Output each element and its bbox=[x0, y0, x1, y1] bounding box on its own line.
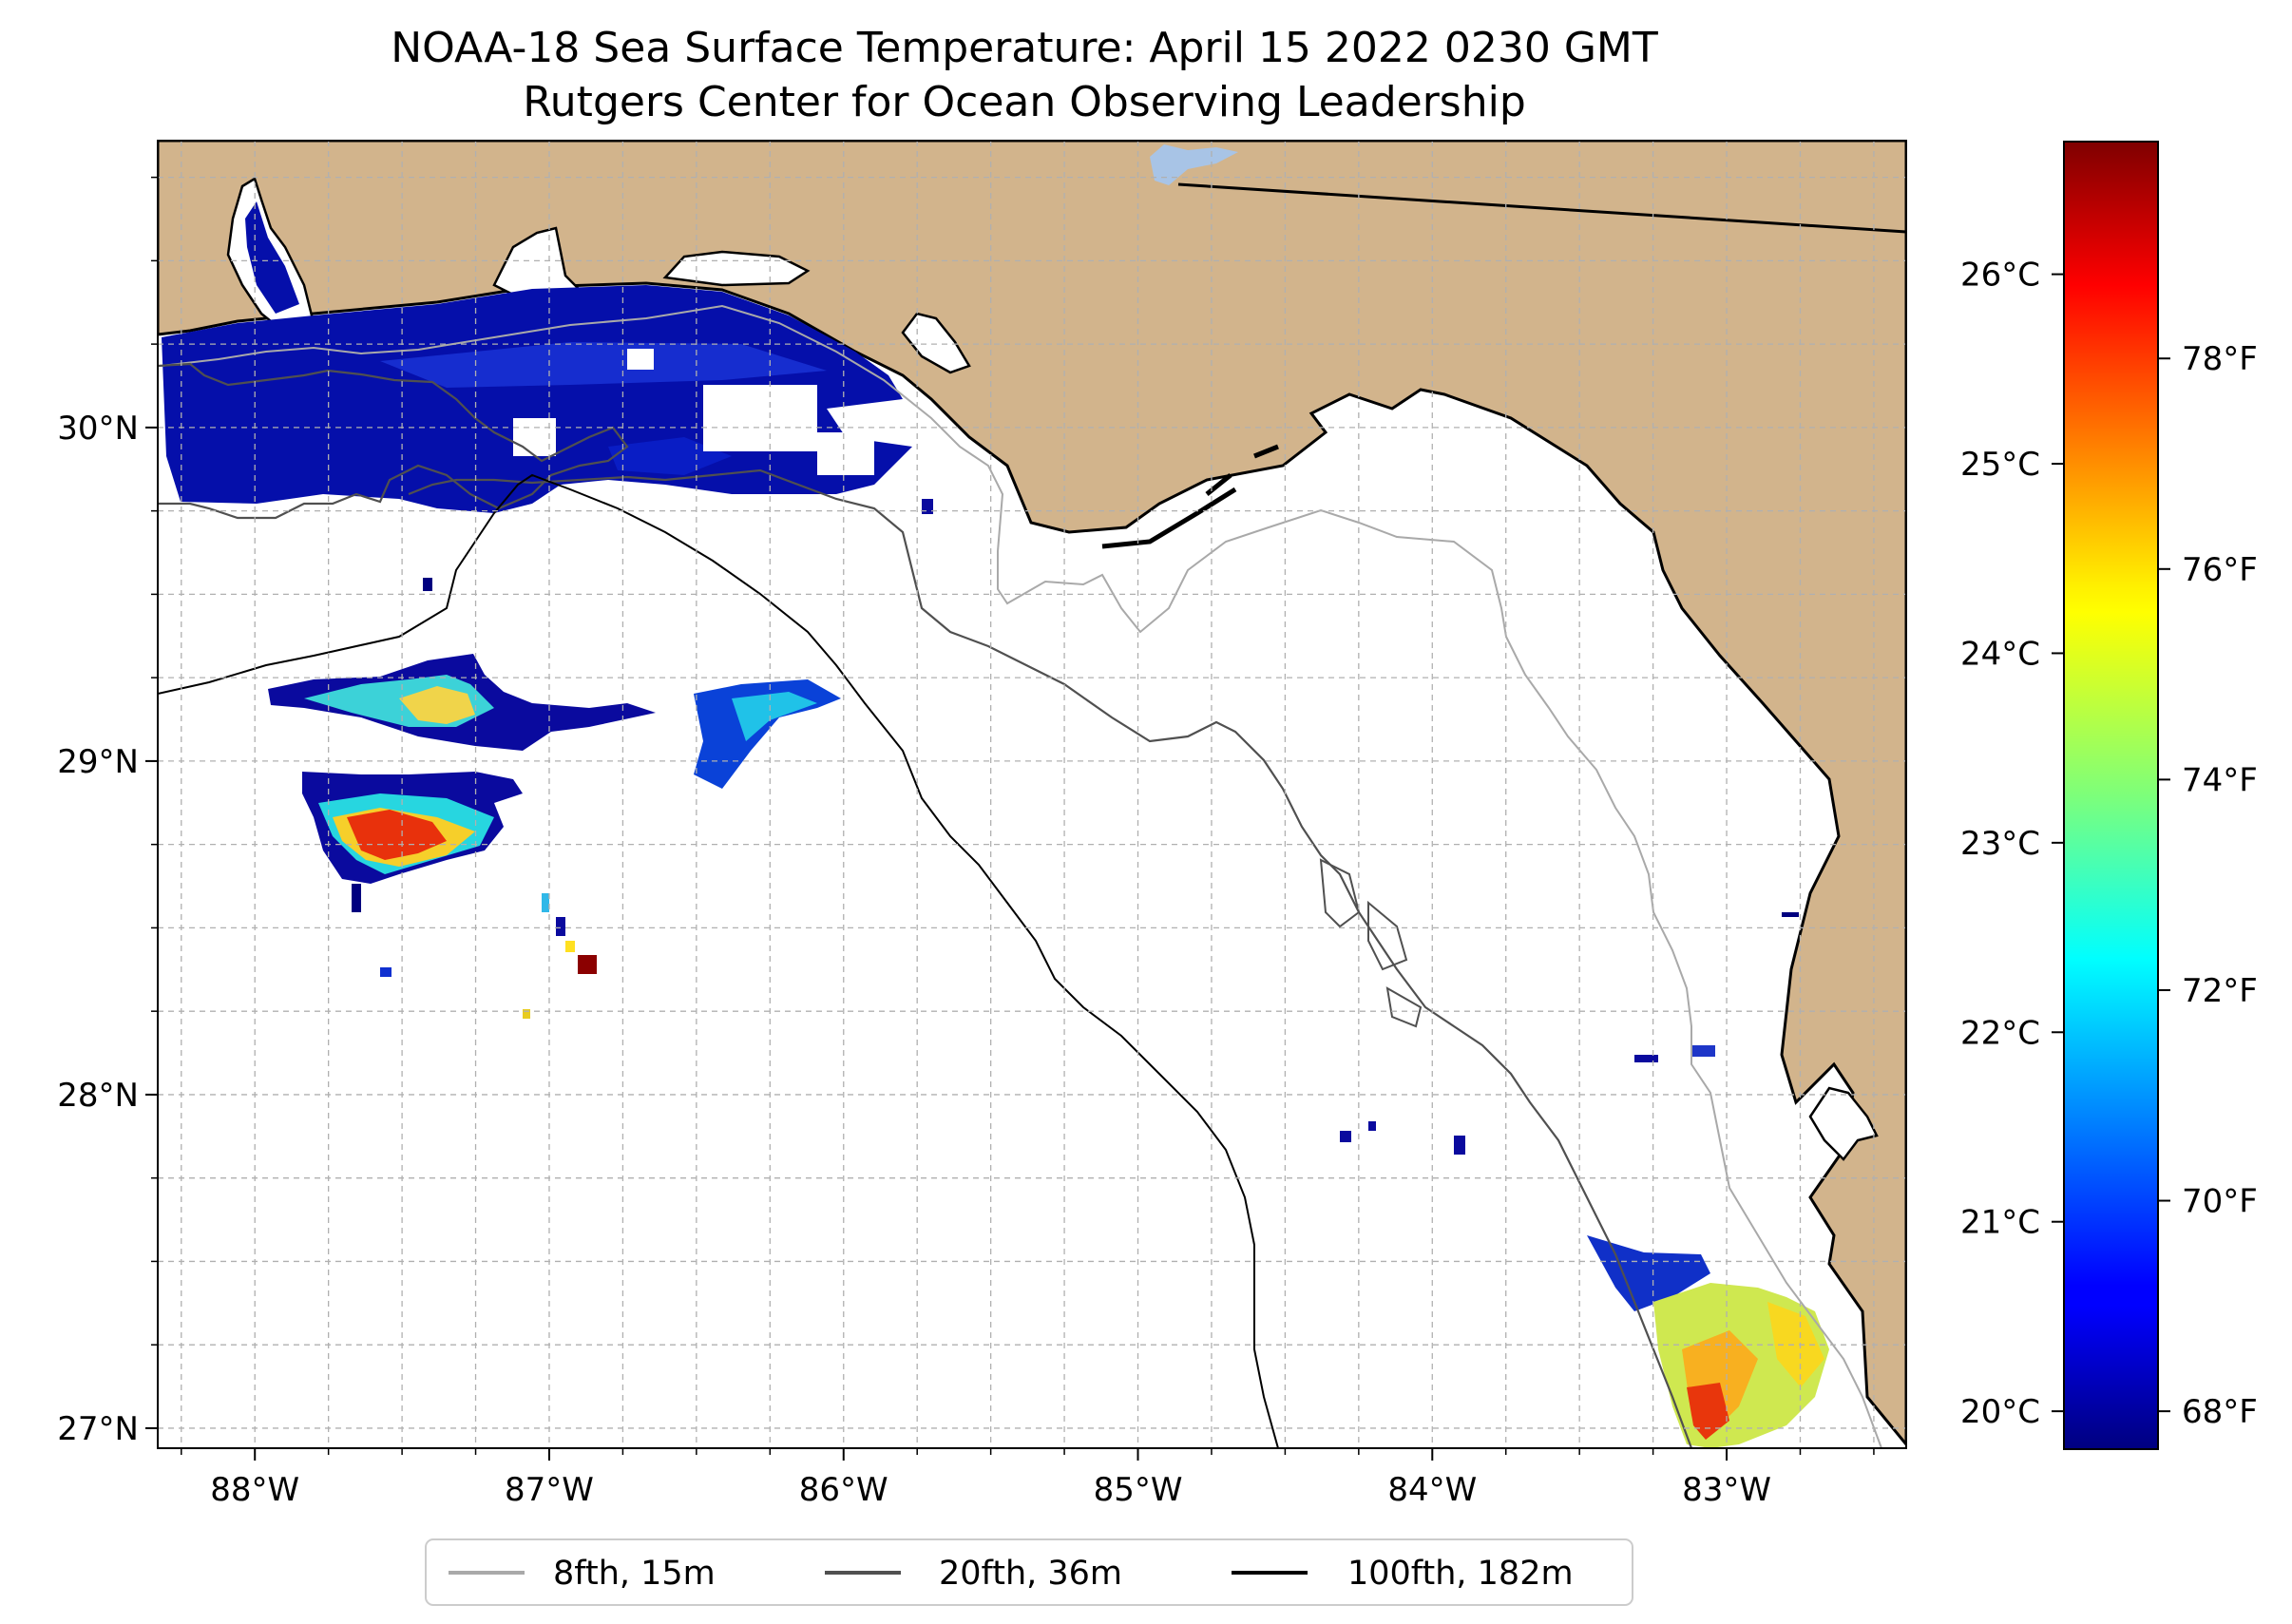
sst-band-highlight-2 bbox=[608, 437, 732, 475]
sst-speck bbox=[1340, 1131, 1351, 1142]
cloud-gap bbox=[627, 349, 654, 370]
lon-tick-label: 83°W bbox=[1682, 1471, 1771, 1509]
isobath-100fth bbox=[158, 473, 1279, 1448]
choctawhatchee-bay bbox=[662, 250, 811, 287]
sst-speck bbox=[352, 884, 361, 912]
sst-upper-bay bbox=[245, 201, 299, 314]
sst-patch-upper-east-core bbox=[732, 692, 817, 741]
legend-box bbox=[425, 1538, 1633, 1606]
sst-patch-lower-hot bbox=[347, 810, 447, 860]
sst-speck bbox=[1782, 912, 1799, 917]
legend-label-8fth: 8fth, 15m bbox=[553, 1555, 716, 1593]
lon-tick-label: 84°W bbox=[1387, 1471, 1477, 1509]
st-andrew-bay bbox=[901, 312, 971, 374]
title-line-1: NOAA-18 Sea Surface Temperature: April 1… bbox=[391, 24, 1658, 72]
colorbar: 20°C 21°C 22°C 23°C 24°C 25°C 26°C 68°F 70°F 72°… bbox=[1960, 141, 2258, 1450]
cloud-gap bbox=[703, 385, 817, 451]
legend-item-20fth: 20fth, 36m bbox=[825, 1555, 1122, 1593]
colorbar-fahrenheit-label: 70°F bbox=[2182, 1183, 2258, 1221]
sst-speck bbox=[380, 967, 392, 977]
sst-speck bbox=[556, 917, 565, 936]
sst-data-layer bbox=[162, 201, 1829, 1448]
legend-label-100fth: 100fth, 182m bbox=[1347, 1555, 1574, 1593]
tampa-bay bbox=[1808, 1086, 1879, 1161]
barrier-islands bbox=[1101, 444, 1279, 549]
legend: 8fth, 15m 20fth, 36m 100fth, 182m bbox=[425, 1538, 1633, 1606]
colorbar-fahrenheit-label: 76°F bbox=[2182, 551, 2258, 589]
sst-speck bbox=[1368, 1121, 1376, 1131]
colorbar-fahrenheit-label: 68°F bbox=[2182, 1393, 2258, 1431]
sst-speck bbox=[1634, 1055, 1658, 1062]
isobath-8fth bbox=[161, 304, 1882, 1448]
sst-speck bbox=[523, 1009, 530, 1019]
colorbar-celsius-ticks: 20°C 21°C 22°C 23°C 24°C 25°C 26°C bbox=[1960, 257, 2064, 1431]
state-boundary bbox=[1177, 182, 1906, 234]
lat-tick-label: 27°N bbox=[57, 1410, 139, 1448]
sst-patch-southeast-hot bbox=[1687, 1383, 1729, 1440]
lon-tick-label: 86°W bbox=[799, 1471, 888, 1509]
colorbar-gradient bbox=[2064, 142, 2158, 1449]
sst-speck bbox=[565, 941, 575, 952]
isobath-20fth bbox=[158, 362, 1693, 1448]
colorbar-fahrenheit-label: 74°F bbox=[2182, 761, 2258, 799]
colorbar-celsius-label: 21°C bbox=[1960, 1204, 2040, 1242]
lat-tick-label: 29°N bbox=[57, 743, 139, 781]
sst-band-highlight-1 bbox=[380, 342, 827, 388]
colorbar-celsius-label: 25°C bbox=[1960, 446, 2040, 484]
lake bbox=[1150, 144, 1238, 185]
lon-tick-label: 85°W bbox=[1094, 1471, 1183, 1509]
colorbar-fahrenheit-label: 78°F bbox=[2182, 340, 2258, 378]
colorbar-frame bbox=[2063, 141, 2159, 1450]
isobaths bbox=[158, 304, 1882, 1448]
sst-speck bbox=[542, 893, 549, 912]
isobath-20fth-islands bbox=[1319, 858, 1423, 1028]
sst-speck bbox=[423, 578, 432, 591]
lon-tick-label: 87°W bbox=[505, 1471, 594, 1509]
map-frame bbox=[157, 140, 1907, 1449]
colorbar-celsius-label: 26°C bbox=[1960, 257, 2040, 295]
latitude-axis: 30°N 29°N 28°N 27°N bbox=[57, 176, 158, 1448]
colorbar-celsius-label: 23°C bbox=[1960, 825, 2040, 863]
colorbar-fahrenheit-ticks: 68°F 70°F 72°F 74°F 76°F 78°F bbox=[2158, 340, 2258, 1431]
lat-tick-label: 28°N bbox=[57, 1077, 139, 1115]
sst-patch-southeast-blue bbox=[1587, 1235, 1710, 1311]
legend-item-100fth: 100fth, 182m bbox=[1232, 1555, 1574, 1593]
sst-patch-upper-hot bbox=[399, 686, 475, 724]
colorbar-fahrenheit-label: 72°F bbox=[2182, 972, 2258, 1010]
cloud-gap bbox=[817, 432, 874, 475]
legend-label-20fth: 20fth, 36m bbox=[939, 1555, 1122, 1593]
longitude-axis: 88°W 87°W 86°W 85°W 84°W 83°W bbox=[181, 1448, 1875, 1509]
colorbar-celsius-label: 20°C bbox=[1960, 1393, 2040, 1431]
lon-tick-label: 88°W bbox=[210, 1471, 299, 1509]
colorbar-celsius-label: 22°C bbox=[1960, 1014, 2040, 1052]
sst-patch-southeast-east bbox=[1767, 1302, 1824, 1387]
colorbar-celsius-label: 24°C bbox=[1960, 635, 2040, 673]
sst-speck bbox=[578, 955, 597, 974]
gridlines bbox=[158, 141, 1906, 1448]
lat-tick-label: 30°N bbox=[57, 410, 139, 448]
title-line-2: Rutgers Center for Ocean Observing Leade… bbox=[523, 78, 1526, 126]
sst-speck bbox=[922, 499, 933, 514]
legend-item-8fth: 8fth, 15m bbox=[449, 1555, 716, 1593]
sst-speck bbox=[1454, 1136, 1465, 1155]
sst-speck bbox=[1691, 1045, 1715, 1057]
